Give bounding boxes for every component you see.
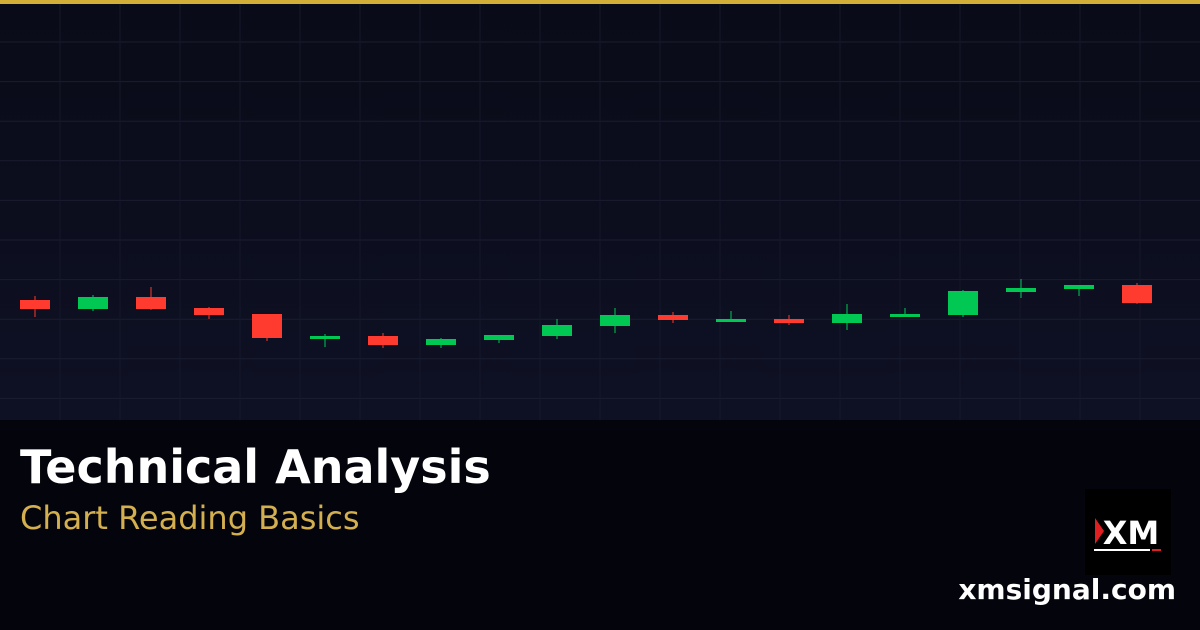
candle-body (600, 315, 630, 326)
candle-body (252, 314, 282, 338)
candle-body (1064, 285, 1094, 289)
accent-bar (0, 0, 1200, 4)
logo-text: XM (1103, 514, 1160, 552)
candle-body (310, 336, 340, 339)
candle-body (948, 291, 978, 315)
candle-bullish (310, 334, 340, 347)
candle-body (484, 335, 514, 340)
candle-bearish (252, 314, 282, 341)
candle-body (426, 339, 456, 345)
candle-bullish (832, 304, 862, 330)
candle-body (1122, 285, 1152, 303)
candle-bullish (1006, 279, 1036, 298)
candle-body (832, 314, 862, 323)
candle-bearish (136, 287, 166, 310)
candle-bullish (600, 308, 630, 333)
candle-bearish (1122, 283, 1152, 304)
candle-body (542, 325, 572, 336)
candle-bullish (1064, 285, 1094, 296)
candle-body (774, 319, 804, 323)
candle-bullish (890, 308, 920, 317)
candle-bullish (542, 319, 572, 339)
xm-logo: XM (1085, 489, 1171, 575)
candle-body (658, 315, 688, 320)
candle-bearish (194, 307, 224, 319)
candle-body (716, 319, 746, 322)
candle-body (20, 300, 50, 309)
candle-body (1006, 288, 1036, 292)
candle-bullish (716, 311, 746, 322)
candle-bullish (426, 338, 456, 348)
caption-panel (0, 420, 1200, 630)
candle-bearish (368, 333, 398, 348)
page-subtitle: Chart Reading Basics (20, 499, 360, 537)
candle-body (78, 297, 108, 309)
candle-body (194, 308, 224, 315)
page-title: Technical Analysis (20, 440, 491, 494)
candle-bearish (20, 296, 50, 317)
candle-bullish (948, 290, 978, 317)
logo-red-chevron (1095, 518, 1104, 544)
candle-bullish (78, 295, 108, 311)
site-url: xmsignal.com (958, 573, 1176, 606)
candlestick-chart (0, 4, 1200, 420)
candle-body (890, 314, 920, 317)
candle-bearish (774, 315, 804, 325)
candle-bearish (658, 312, 688, 323)
candle-body (136, 297, 166, 309)
candle-body (368, 336, 398, 345)
candle-bullish (484, 335, 514, 343)
